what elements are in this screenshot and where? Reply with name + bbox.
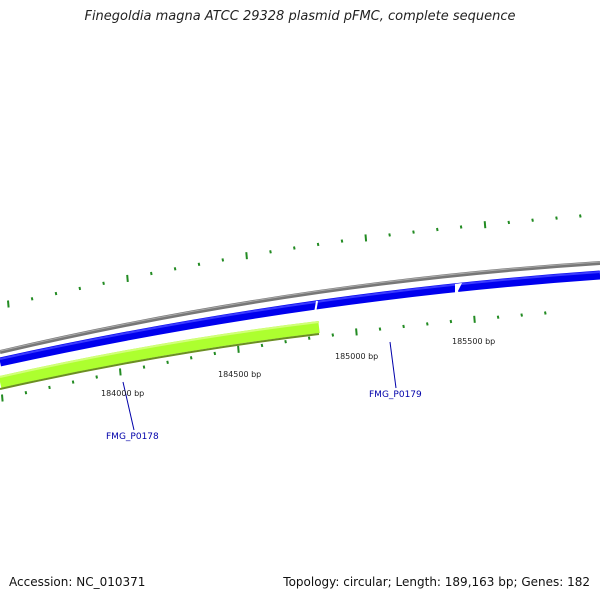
backbone-circle <box>0 261 600 354</box>
backbone-highlight <box>0 261 600 352</box>
feature-mark <box>284 340 287 344</box>
forward-cds-track <box>0 270 600 367</box>
gene-label-FMG_P0179[interactable]: FMG_P0179 <box>369 390 422 400</box>
cds-boundary <box>314 300 318 314</box>
gene-leader-FMG_P0179 <box>389 341 397 389</box>
feature-mark <box>364 234 368 242</box>
feature-mark <box>459 225 463 229</box>
feature-mark <box>449 319 453 324</box>
feature-mark <box>119 368 122 376</box>
feature-mark <box>483 221 487 229</box>
feature-mark <box>520 313 523 317</box>
feature-mark <box>436 227 439 232</box>
forward-cds-highlight <box>0 271 600 360</box>
accession-text: Accession: NC_010371 <box>9 575 146 589</box>
feature-mark <box>71 380 75 384</box>
feature-mark <box>473 315 476 323</box>
feature-mark <box>189 356 193 360</box>
feature-mark <box>166 360 169 364</box>
feature-mark <box>378 327 382 331</box>
feature-mark <box>126 274 129 282</box>
feature-mark <box>95 375 98 379</box>
gene-FMG_P0178-edge <box>0 333 320 390</box>
gene-FMG_P0178-highlight <box>0 321 320 378</box>
feature-mark <box>173 267 177 271</box>
tick-label-185500: 185500 bp <box>452 337 495 346</box>
feature-mark <box>237 345 240 353</box>
feature-mark <box>355 328 358 336</box>
feature-mark <box>412 230 415 234</box>
feature-mark <box>269 250 272 254</box>
tick-label-185000: 185000 bp <box>335 352 378 361</box>
feature-mark <box>150 271 153 276</box>
feature-mark <box>260 343 264 348</box>
genome-summary: Topology: circular; Length: 189,163 bp; … <box>283 575 590 589</box>
feature-mark <box>388 233 391 237</box>
feature-mark <box>316 242 320 247</box>
feature-mark <box>402 324 405 329</box>
gene-leader-FMG_P0178 <box>122 381 135 431</box>
feature-mark <box>331 333 335 337</box>
feature-mark <box>30 297 34 301</box>
tick-label-184000: 184000 bp <box>101 389 144 398</box>
tick-label-184500: 184500 bp <box>218 370 261 379</box>
map-title: Finegoldia magna ATCC 29328 plasmid pFMC… <box>84 9 516 24</box>
gene-label-FMG_P0178[interactable]: FMG_P0178 <box>106 432 159 442</box>
feature-mark <box>496 315 500 319</box>
feature-mark <box>78 286 82 291</box>
feature-mark <box>7 300 10 308</box>
feature-mark <box>197 262 201 266</box>
feature-mark <box>293 246 296 250</box>
feature-mark <box>579 214 582 218</box>
feature-mark <box>213 351 217 356</box>
feature-mark <box>54 291 58 296</box>
feature-mark <box>1 394 4 402</box>
feature-marks <box>1 214 582 402</box>
feature-mark <box>531 218 534 222</box>
feature-mark <box>544 311 547 315</box>
gene-FMG_P0178-body[interactable] <box>0 321 320 388</box>
feature-mark <box>102 281 105 285</box>
cds-arrow-gap <box>455 283 462 300</box>
feature-mark <box>340 239 344 243</box>
feature-mark <box>555 216 558 220</box>
feature-mark <box>507 220 511 225</box>
feature-mark <box>221 258 225 262</box>
feature-mark <box>24 391 28 395</box>
feature-mark <box>48 385 51 390</box>
feature-mark <box>307 336 311 340</box>
feature-mark <box>142 365 146 369</box>
feature-mark <box>245 252 248 260</box>
feature-mark <box>426 322 429 326</box>
